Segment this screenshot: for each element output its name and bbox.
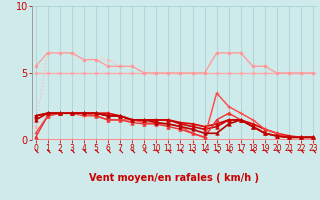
X-axis label: Vent moyen/en rafales ( km/h ): Vent moyen/en rafales ( km/h ) xyxy=(89,173,260,183)
